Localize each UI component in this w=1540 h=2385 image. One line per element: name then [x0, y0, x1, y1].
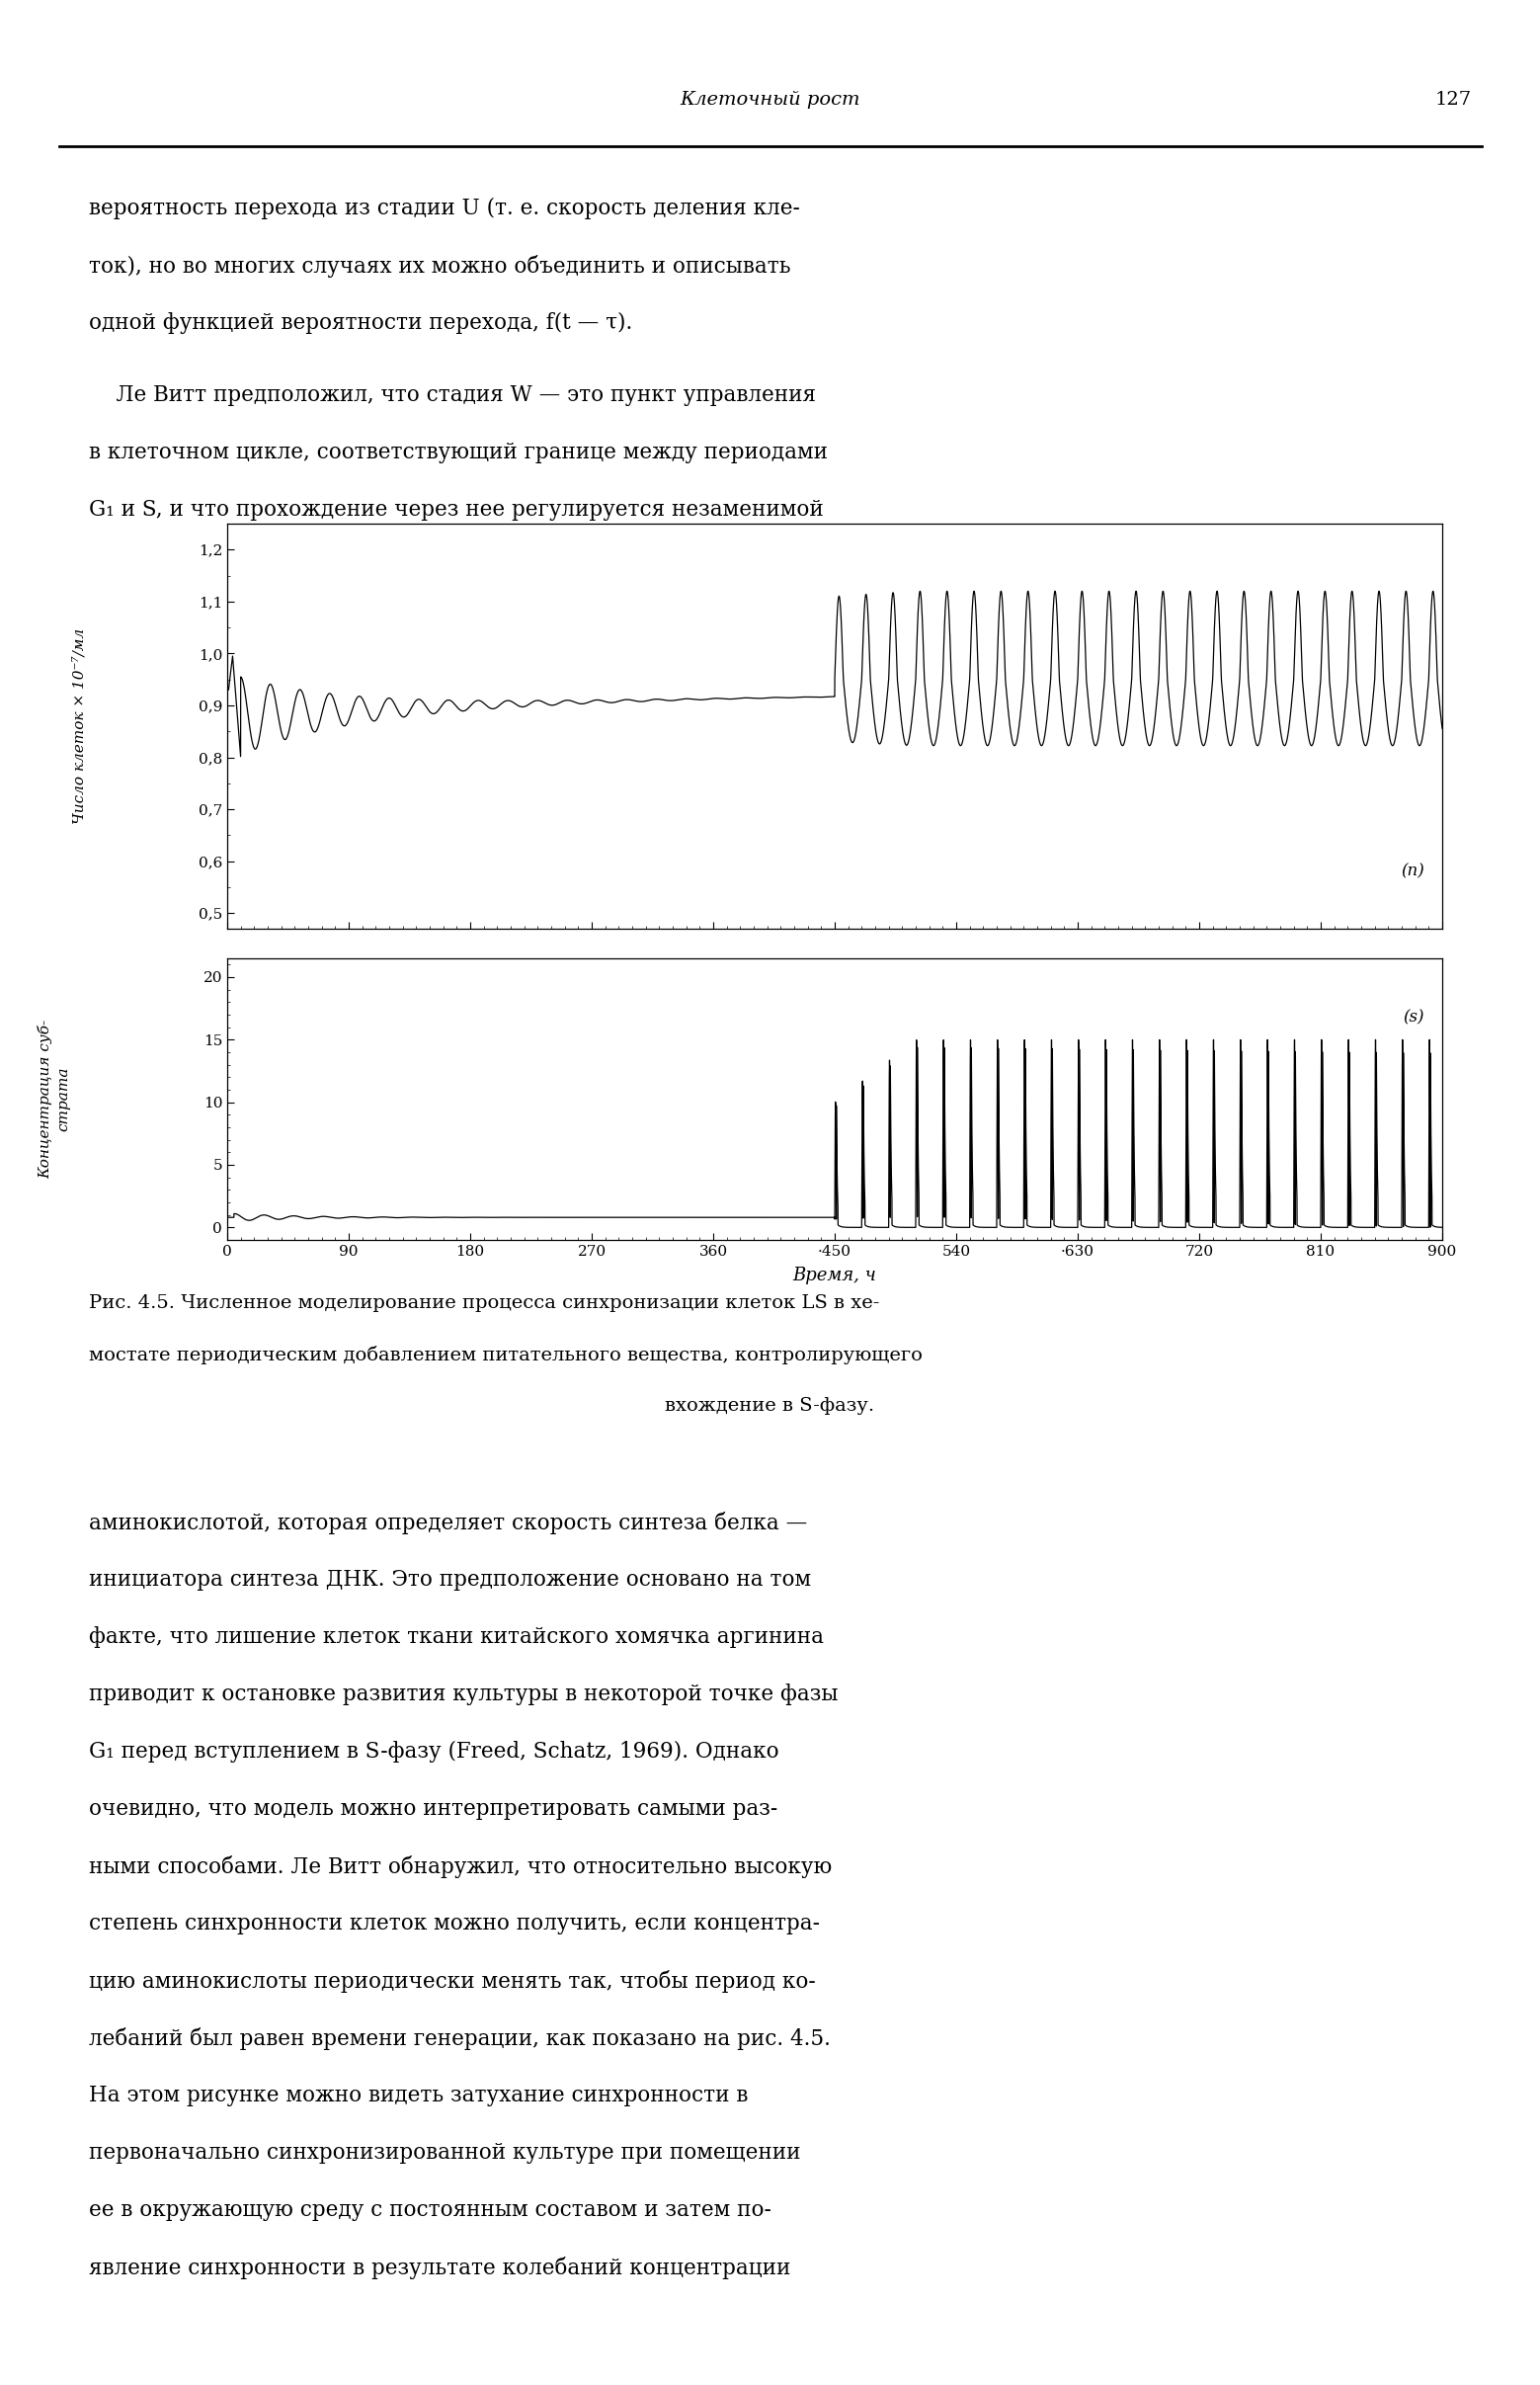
Text: Концентрация суб-
страта: Концентрация суб- страта [38, 1018, 71, 1178]
X-axis label: Время, ч: Время, ч [793, 1266, 876, 1286]
Text: мостате периодическим добавлением питательного вещества, контролирующего: мостате периодическим добавлением питате… [89, 1345, 922, 1364]
Text: инициатора синтеза ДНК. Это предположение основано на том: инициатора синтеза ДНК. Это предположени… [89, 1569, 812, 1591]
Text: цию аминокислоты периодически менять так, чтобы период ко-: цию аминокислоты периодически менять так… [89, 1970, 816, 1994]
Text: одной функцией вероятности перехода, f(t — τ).: одной функцией вероятности перехода, f(t… [89, 312, 633, 334]
Text: очевидно, что модель можно интерпретировать самыми раз-: очевидно, что модель можно интерпретиров… [89, 1798, 778, 1820]
Text: G₁ перед вступлением в S-фазу (Freed, Schatz, 1969). Однако: G₁ перед вступлением в S-фазу (Freed, Sc… [89, 1741, 779, 1763]
Text: (n): (n) [1400, 863, 1424, 880]
Text: 127: 127 [1435, 91, 1472, 110]
Text: факте, что лишение клеток ткани китайского хомячка аргинина: факте, что лишение клеток ткани китайско… [89, 1627, 824, 1648]
Text: Клеточный рост: Клеточный рост [679, 91, 861, 110]
Text: лебаний был равен времени генерации, как показано на рис. 4.5.: лебаний был равен времени генерации, как… [89, 2027, 830, 2051]
Text: первоначально синхронизированной культуре при помещении: первоначально синхронизированной культур… [89, 2142, 801, 2163]
Text: вероятность перехода из стадии U (т. е. скорость деления кле-: вероятность перехода из стадии U (т. е. … [89, 198, 799, 219]
Text: ными способами. Ле Витт обнаружил, что относительно высокую: ными способами. Ле Витт обнаружил, что о… [89, 1856, 832, 1877]
Text: Рис. 4.5. Численное моделирование процесса синхронизации клеток LS в хе-: Рис. 4.5. Численное моделирование процес… [89, 1295, 879, 1312]
Text: приводит к остановке развития культуры в некоторой точке фазы: приводит к остановке развития культуры в… [89, 1684, 838, 1705]
Text: в клеточном цикле, соответствующий границе между периодами: в клеточном цикле, соответствующий грани… [89, 441, 829, 463]
Text: Число клеток × 10⁻⁷/мл: Число клеток × 10⁻⁷/мл [72, 627, 86, 825]
Text: ток), но во многих случаях их можно объединить и описывать: ток), но во многих случаях их можно объе… [89, 255, 790, 277]
Text: вхождение в S-фазу.: вхождение в S-фазу. [665, 1398, 875, 1414]
Text: На этом рисунке можно видеть затухание синхронности в: На этом рисунке можно видеть затухание с… [89, 2084, 748, 2106]
Text: ее в окружающую среду с постоянным составом и затем по-: ее в окружающую среду с постоянным соста… [89, 2199, 772, 2220]
Text: аминокислотой, которая определяет скорость синтеза белка —: аминокислотой, которая определяет скорос… [89, 1512, 807, 1534]
Text: явление синхронности в результате колебаний концентрации: явление синхронности в результате колеба… [89, 2256, 790, 2280]
Text: G₁ и S, и что прохождение через нее регулируется незаменимой: G₁ и S, и что прохождение через нее регу… [89, 498, 824, 520]
Text: (s): (s) [1403, 1009, 1424, 1026]
Text: Ле Витт предположил, что стадия W — это пункт управления: Ле Витт предположил, что стадия W — это … [89, 384, 816, 405]
Text: степень синхронности клеток можно получить, если концентра-: степень синхронности клеток можно получи… [89, 1913, 819, 1934]
